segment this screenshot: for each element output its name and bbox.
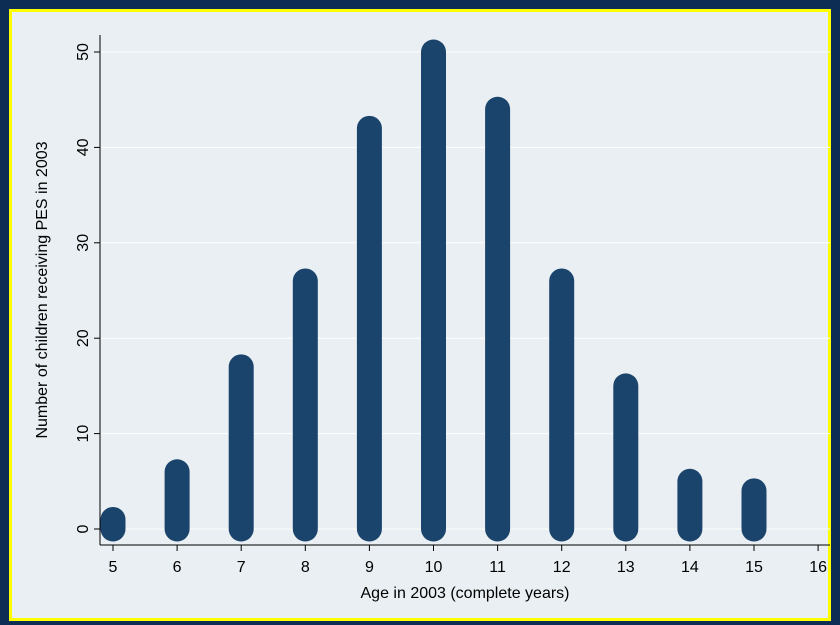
x-tick-label-7: 7 [237,559,246,576]
grid-lines [100,51,830,530]
bar-age-14 [677,468,703,542]
x-axis-title: Age in 2003 (complete years) [361,585,570,602]
x-tick-label-11: 11 [489,559,506,576]
x-tick-label-9: 9 [365,559,374,576]
bars [100,39,767,542]
x-tick-label-16: 16 [809,559,827,576]
y-tick-label-0: 0 [75,524,92,533]
x-tick-label-5: 5 [109,559,118,576]
bar-age-13 [613,373,639,542]
bar-age-11 [485,96,511,542]
x-tick-label-10: 10 [425,559,443,576]
bar-age-15 [741,478,767,542]
y-tick-label-20: 20 [75,329,92,347]
x-tick-label-15: 15 [745,559,763,576]
y-tick-label-40: 40 [75,138,92,156]
bar-age-5 [100,506,126,542]
bar-age-9 [356,115,382,542]
x-tick-label-14: 14 [681,559,699,576]
bar-age-7 [228,354,254,542]
x-tick-label-6: 6 [173,559,182,576]
bar-age-12 [549,268,575,542]
bar-age-10 [421,39,446,542]
y-axis-title: Number of children receiving PES in 2003 [34,141,51,438]
y-tick-label-50: 50 [75,43,92,61]
x-tick-label-12: 12 [553,559,571,576]
bar-age-8 [292,268,318,542]
axes [94,35,830,551]
y-tick-label-30: 30 [75,234,92,252]
y-tick-label-10: 10 [75,425,92,443]
bar-age-6 [164,459,190,542]
x-tick-label-13: 13 [617,559,635,576]
tick-labels: 0 10 20 30 40 50 5 6 7 8 9 10 11 12 13 14 15 16 [75,43,827,576]
x-tick-label-8: 8 [301,559,310,576]
